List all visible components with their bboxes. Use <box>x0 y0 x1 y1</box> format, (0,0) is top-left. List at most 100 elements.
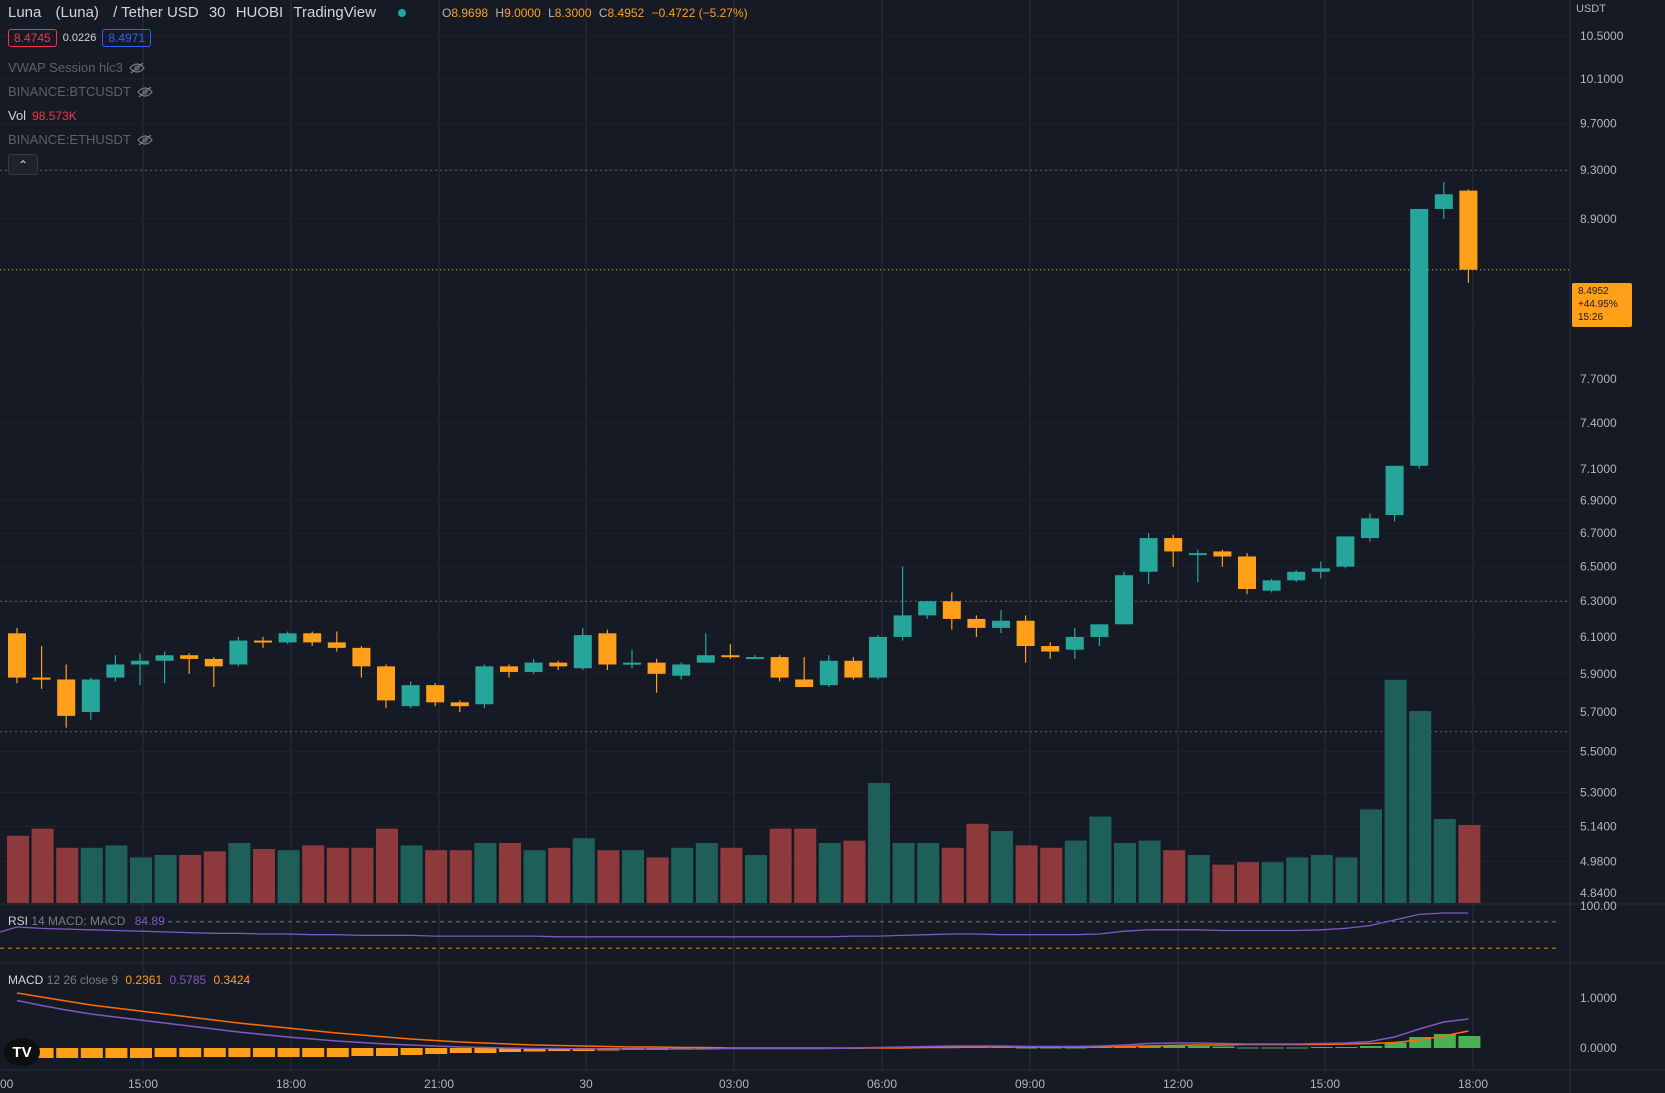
volume-bar <box>1089 816 1112 903</box>
macd-legend[interactable]: MACD 12 26 close 9 0.2361 0.5785 0.3424 <box>8 973 250 987</box>
candle <box>1410 208 1429 469</box>
price-tick-label: 5.1400 <box>1580 819 1617 833</box>
macd-histogram-bar <box>326 1048 349 1057</box>
candle-body <box>918 601 937 616</box>
candle <box>1016 615 1035 663</box>
volume-bar <box>449 850 472 903</box>
candle-body <box>303 633 322 643</box>
macd-histogram-bar <box>1237 1047 1259 1049</box>
volume-bar <box>31 828 54 903</box>
volume-bar <box>917 843 940 903</box>
volume-bar <box>105 845 128 903</box>
candle <box>549 660 568 671</box>
macd-histogram-bar <box>499 1048 521 1052</box>
macd-histogram-bar <box>474 1048 497 1053</box>
candle-body <box>819 660 838 686</box>
candle-body <box>1090 624 1109 637</box>
indicator-vwap[interactable]: VWAP Session hlc3 <box>8 60 145 75</box>
price-tick-label: 9.3000 <box>1580 163 1617 177</box>
volume-bar <box>695 843 718 903</box>
volume-bar <box>646 857 669 903</box>
bid-box[interactable]: 8.4745 <box>8 29 57 47</box>
candle-body <box>1164 538 1183 552</box>
candle <box>1336 536 1355 569</box>
ask-box[interactable]: 8.4971 <box>102 29 152 47</box>
volume-bar <box>1360 809 1382 903</box>
time-tick-label: 30 <box>579 1077 593 1091</box>
high-value: 9.0000 <box>504 6 541 20</box>
candle <box>918 601 937 619</box>
volume-bar <box>622 850 644 903</box>
candle <box>1164 534 1183 567</box>
volume-bar <box>1212 864 1235 903</box>
candle-body <box>1238 556 1256 589</box>
candle-body <box>598 633 617 665</box>
horizontal-levels <box>0 169 1570 733</box>
volume-bar <box>228 843 251 903</box>
price-tick-label: 7.4000 <box>1580 416 1617 430</box>
volume-bar <box>843 840 866 903</box>
indicator-eth[interactable]: BINANCE:ETHUSDT <box>8 132 153 147</box>
indicator-btc[interactable]: BINANCE:BTCUSDT <box>8 84 153 99</box>
macd-histogram-bar <box>302 1048 325 1057</box>
candle-body <box>81 679 100 712</box>
candle <box>204 657 223 688</box>
volume-bar <box>277 850 300 903</box>
eye-hidden-icon[interactable] <box>136 86 153 98</box>
time-tick-label: 18:00 <box>276 1077 306 1091</box>
price-tick-label: 7.7000 <box>1580 372 1617 386</box>
symbol-legend[interactable]: Luna (Luna) / Tether USD 30 HUOBI Tradin… <box>8 4 407 21</box>
volume-bar <box>7 835 29 903</box>
volume-bar <box>1286 857 1309 903</box>
macd-histogram-bar <box>1212 1046 1235 1048</box>
volume-bar <box>868 783 890 903</box>
candle <box>155 651 174 684</box>
close-value: 8.4952 <box>607 6 645 20</box>
price-tick-label: 5.5000 <box>1580 745 1617 759</box>
spread-value: 0.0226 <box>62 32 97 44</box>
candle-body <box>8 633 26 678</box>
price-tick-label: 6.9000 <box>1580 494 1617 508</box>
volume-bar <box>1040 847 1063 903</box>
time-axis[interactable]: 00 15:00 18:00 21:00 30 03:00 06:00 09:00 12:00 1… <box>0 1077 1488 1091</box>
macd-histogram-bar <box>56 1048 79 1058</box>
collapse-legend-button[interactable]: ⌃ <box>8 154 38 175</box>
candle <box>475 664 494 709</box>
candle-body <box>1016 620 1035 647</box>
exchange: HUOBI <box>235 4 284 21</box>
eye-hidden-icon[interactable] <box>136 134 153 146</box>
bar-countdown: 15:26 <box>1578 312 1604 323</box>
rsi-legend[interactable]: RSI 14 MACD: MACD 84.89 <box>8 914 165 928</box>
tradingview-logo[interactable]: TV <box>4 1038 40 1066</box>
candle <box>8 627 26 684</box>
candle-body <box>1065 636 1084 650</box>
candle-body <box>1287 571 1306 581</box>
candle <box>500 664 518 678</box>
macd-histogram-bar <box>154 1048 177 1057</box>
volume-bar <box>1187 855 1210 903</box>
candle <box>1090 624 1109 647</box>
indicator-vwap-label: VWAP Session hlc3 <box>8 60 123 75</box>
macd-histogram-bar <box>228 1048 251 1057</box>
candle-body <box>254 640 272 643</box>
candle-body <box>1115 575 1133 625</box>
macd-histogram-bar <box>1163 1045 1186 1048</box>
candle-body <box>696 655 715 663</box>
candle <box>770 655 789 682</box>
candle <box>401 681 420 709</box>
volume-bar <box>794 828 817 903</box>
candle-body <box>1434 194 1453 209</box>
rsi-params: 14 MACD: MACD <box>31 914 126 928</box>
candle <box>1238 553 1256 595</box>
time-tick-label: 21:00 <box>424 1077 454 1091</box>
eye-hidden-icon[interactable] <box>129 62 145 74</box>
volume-bar <box>1335 857 1358 903</box>
candle-body <box>623 662 641 665</box>
price-axis[interactable]: USDT10.500010.10009.70009.30008.90008.10… <box>1576 3 1624 900</box>
indicator-volume[interactable]: Vol 98.573K <box>8 108 77 123</box>
price-tick-label: 6.5000 <box>1580 560 1617 574</box>
price-tick-label: 4.9800 <box>1580 854 1617 868</box>
price-tick-label: 10.1000 <box>1580 72 1624 86</box>
volume-bar <box>56 847 79 903</box>
